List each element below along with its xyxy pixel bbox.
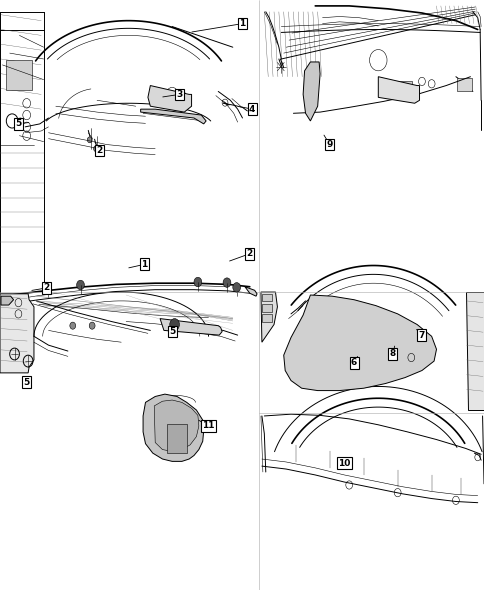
Text: 7: 7 [418,330,424,340]
Circle shape [44,283,51,292]
Polygon shape [160,319,222,335]
Polygon shape [260,292,277,342]
Polygon shape [283,295,436,391]
Text: 11: 11 [202,421,214,431]
Circle shape [194,277,201,287]
Text: 8: 8 [389,349,395,359]
Circle shape [232,283,240,292]
Bar [456,78,471,91]
Polygon shape [148,86,191,112]
Text: 2: 2 [96,146,102,155]
Text: 1: 1 [239,19,245,28]
Text: 2: 2 [44,283,49,293]
Text: 2: 2 [246,249,252,258]
Text: 4: 4 [248,104,255,114]
Polygon shape [244,287,257,296]
Circle shape [223,278,230,287]
Polygon shape [140,109,206,124]
Circle shape [70,322,76,329]
Polygon shape [378,77,419,103]
Text: 5: 5 [24,378,30,387]
Circle shape [76,280,84,290]
Text: 5: 5 [15,119,21,129]
Circle shape [89,322,95,329]
Bar [382,81,411,96]
Text: 10: 10 [337,458,350,468]
Text: 9: 9 [326,140,333,149]
Polygon shape [154,400,198,451]
Text: 3: 3 [176,90,182,99]
Text: 6: 6 [350,358,356,368]
Bar [261,314,271,322]
Bar [261,294,271,301]
Bar [167,424,186,453]
Bar [6,60,32,90]
Polygon shape [143,394,203,461]
Bar [261,304,271,312]
Circle shape [93,146,98,152]
Polygon shape [1,296,14,305]
Text: 1: 1 [141,260,147,269]
Text: 5: 5 [169,327,175,336]
Circle shape [87,137,92,143]
Polygon shape [465,292,483,410]
Polygon shape [302,62,319,121]
Polygon shape [0,294,34,373]
Circle shape [169,319,179,330]
